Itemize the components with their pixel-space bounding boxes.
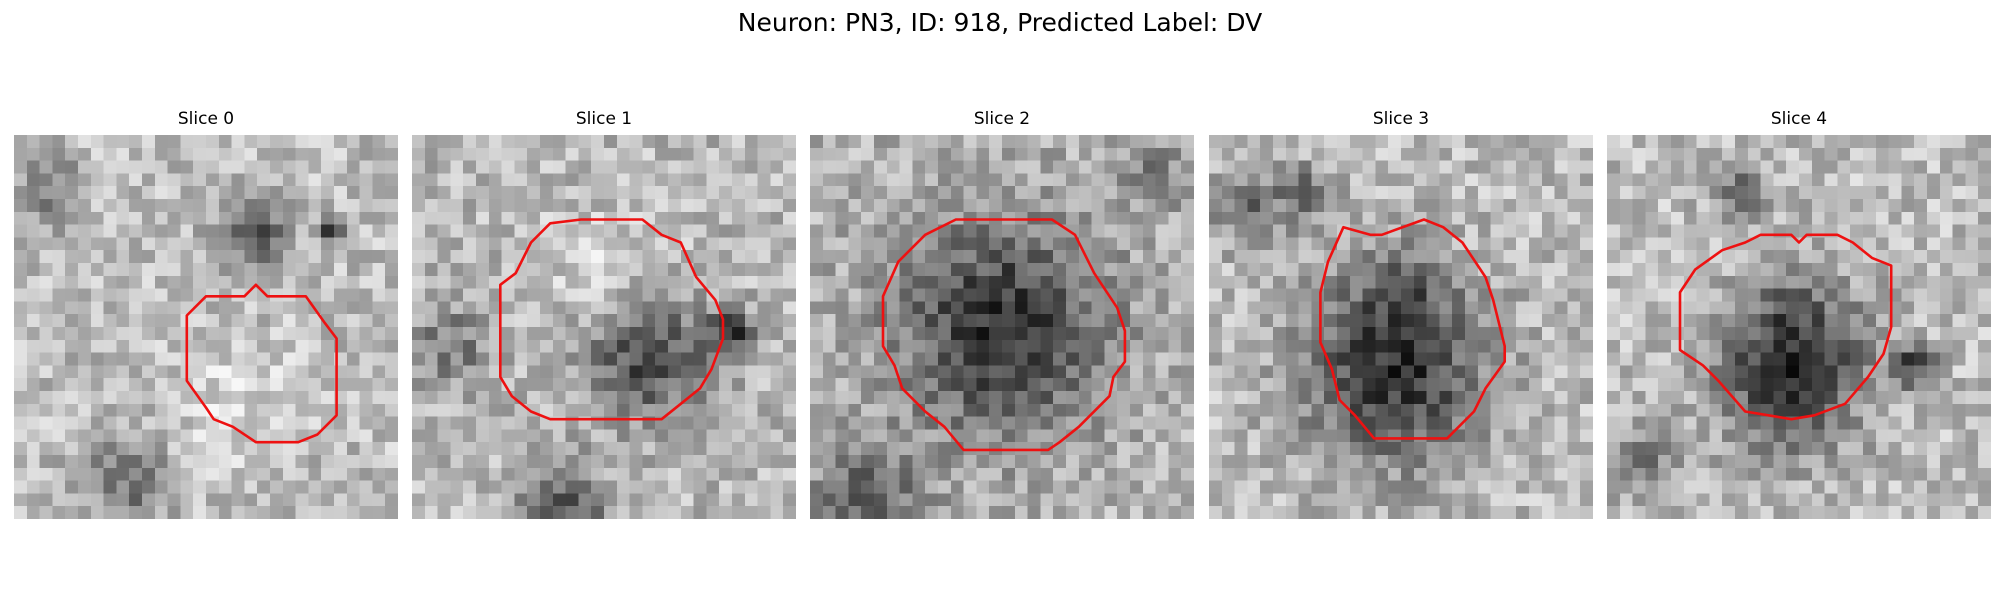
slice-image (810, 135, 1194, 519)
slice-title: Slice 2 (973, 109, 1031, 129)
slice-title: Slice 4 (1770, 109, 1828, 129)
roi-contour (1678, 233, 1893, 421)
slice-panel-4: Slice 4 (1607, 108, 1991, 519)
slice-panel-1: Slice 1 (412, 108, 796, 519)
roi-contour (1319, 218, 1507, 440)
roi-contour (499, 218, 725, 421)
slice-panel-0: Slice 0 (14, 108, 398, 519)
slice-panel-2: Slice 2 (810, 108, 1194, 519)
figure-title: Neuron: PN3, ID: 918, Predicted Label: D… (737, 8, 1263, 37)
slice-pixels (412, 135, 796, 519)
slice-image (412, 135, 796, 519)
roi-contour (185, 283, 338, 444)
slice-panel-3: Slice 3 (1209, 108, 1593, 519)
slice-title: Slice 1 (575, 109, 633, 129)
slice-image (1209, 135, 1593, 519)
slice-title: Slice 3 (1372, 109, 1430, 129)
slice-pixels (14, 135, 398, 519)
slice-pixels (1209, 135, 1593, 519)
slice-title: Slice 0 (177, 109, 235, 129)
roi-contour (881, 218, 1127, 452)
slice-pixels (1607, 135, 1991, 519)
slice-image (1607, 135, 1991, 519)
slice-pixels (810, 135, 1194, 519)
slice-image (14, 135, 398, 519)
